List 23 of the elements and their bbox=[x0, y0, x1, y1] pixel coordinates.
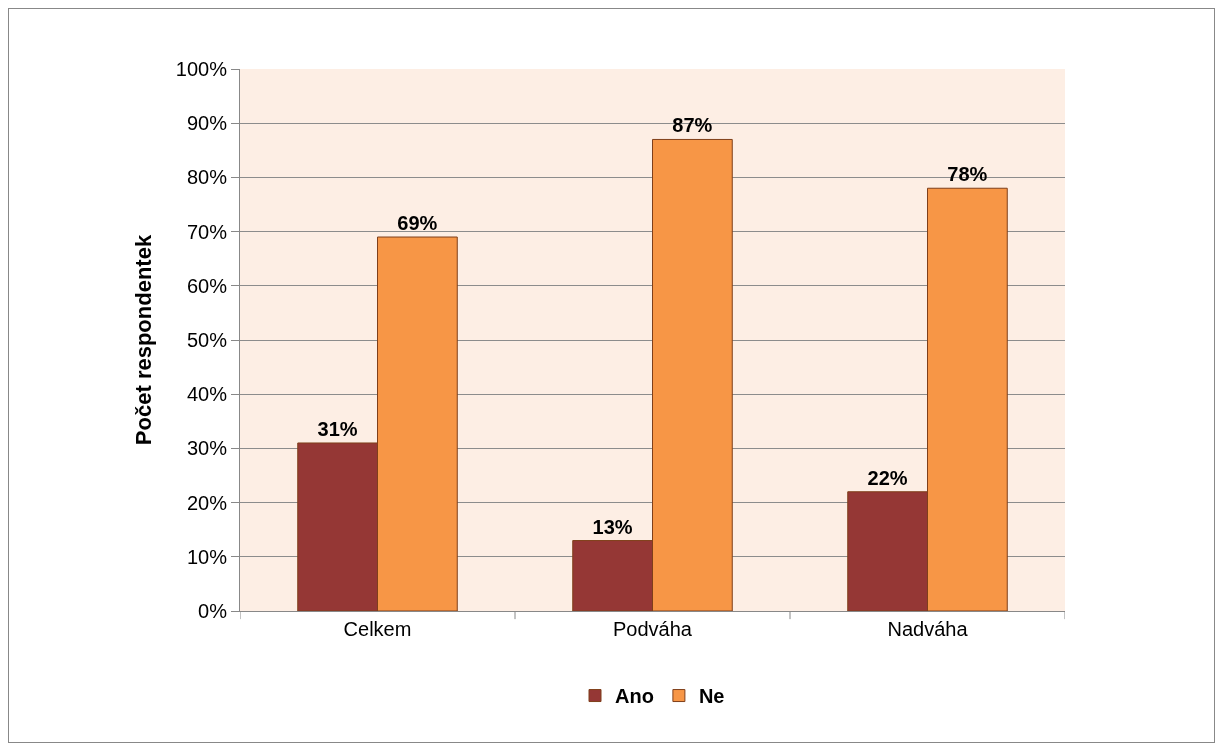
y-tick-label: 30% bbox=[186, 437, 228, 460]
y-tick-label: 20% bbox=[186, 491, 228, 514]
legend-label: Ano bbox=[615, 685, 654, 708]
data-label: 22% bbox=[867, 466, 908, 489]
y-tick-label: 10% bbox=[186, 545, 228, 568]
x-tick-label: Nadváha bbox=[887, 618, 969, 640]
y-tick-label: 0% bbox=[198, 600, 228, 622]
y-tick-label: 80% bbox=[186, 166, 228, 189]
data-label: 31% bbox=[317, 417, 358, 440]
x-tick-label: Celkem bbox=[343, 618, 412, 640]
y-axis-title: Počet respondentek bbox=[130, 234, 156, 446]
y-tick-label: 40% bbox=[186, 383, 228, 406]
data-label: 13% bbox=[592, 515, 633, 538]
y-tick-label: 50% bbox=[186, 329, 228, 351]
x-tick-label: Podváha bbox=[613, 618, 693, 640]
y-tick-label: 90% bbox=[186, 112, 228, 135]
data-label: 87% bbox=[672, 114, 713, 137]
y-tick-label: 60% bbox=[186, 274, 228, 297]
data-label: 78% bbox=[947, 163, 988, 186]
y-tick-label: 100% bbox=[175, 58, 228, 80]
y-tick-label: 70% bbox=[186, 220, 228, 243]
data-label: 69% bbox=[397, 212, 438, 235]
legend-label: Ne bbox=[698, 685, 725, 708]
